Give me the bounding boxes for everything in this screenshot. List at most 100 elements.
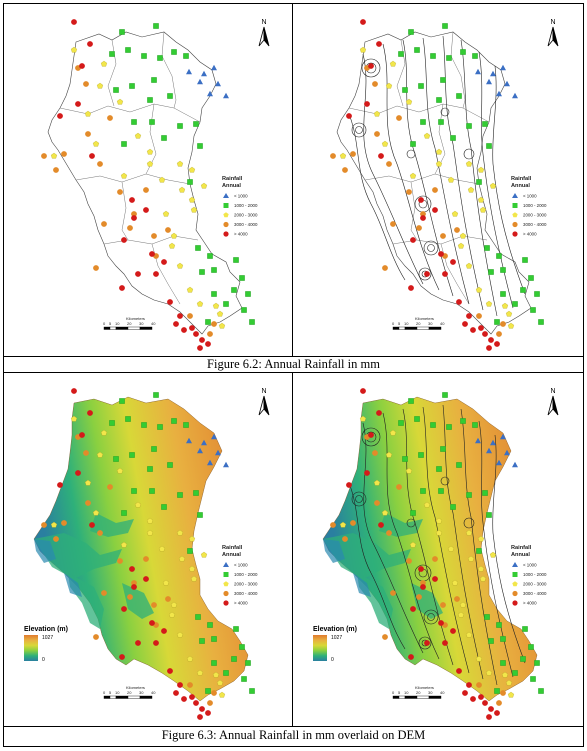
rainfall-station-marker (92, 140, 100, 147)
isohyet-ring (406, 149, 416, 159)
rainfall-station-marker (360, 388, 366, 394)
legend-square-icon (223, 203, 229, 208)
rainfall-station-marker (211, 636, 217, 642)
rainfall-station-marker (410, 510, 416, 516)
rainfall-station-marker (476, 313, 482, 319)
rainfall-station-marker (465, 529, 473, 536)
rainfall-station-marker (200, 182, 208, 189)
rainfall-station-marker (364, 101, 370, 107)
rainfall-station-marker (372, 450, 378, 456)
legend-class-label: > 4000 (523, 601, 537, 606)
rainfall-station-marker (475, 68, 481, 75)
rainfall-station-marker (494, 688, 500, 694)
rainfall-station-marker (188, 166, 196, 173)
rainfall-station-marker (488, 269, 494, 275)
rainfall-station-marker (119, 29, 125, 35)
legend-triangle-icon (512, 193, 518, 198)
rainfall-station-marker (205, 710, 211, 716)
rainfall-station-marker (183, 53, 189, 59)
legend-square-icon (512, 203, 518, 208)
rainfall-station-marker (93, 634, 99, 640)
rainfall-station-marker (233, 257, 239, 263)
rainfall-station-marker (459, 601, 467, 608)
rainfall-station-marker (186, 437, 192, 444)
rainfall-station-marker (211, 690, 217, 696)
rainfall-station-marker (501, 671, 509, 678)
rainfall-station-marker (116, 98, 124, 105)
rainfall-station-marker (141, 422, 147, 428)
rainfall-station-marker (496, 459, 502, 466)
legend-class-label: 2000 - 3000 (234, 582, 258, 587)
rainfall-station-marker (83, 450, 89, 456)
rainfall-station-marker (520, 287, 526, 293)
rainfall-station-marker (177, 682, 183, 688)
legend-title: Rainfall (511, 545, 532, 551)
legend-subtitle: Annual (511, 183, 530, 189)
rainfall-station-marker (478, 325, 484, 331)
rainfall-station-marker (522, 257, 528, 263)
rainfall-station-marker (207, 90, 213, 97)
rainfall-station-marker (477, 166, 485, 173)
rainfall-station-marker (496, 331, 502, 337)
rainfall-station-marker (189, 325, 195, 331)
rainfall-station-marker (482, 700, 488, 706)
rainfall-station-marker (75, 101, 81, 107)
rainfall-station-marker (215, 449, 221, 456)
rainfall-station-marker (456, 93, 462, 99)
rainfall-station-marker (216, 310, 224, 317)
rainfall-station-marker (245, 291, 251, 297)
rainfall-station-marker (211, 64, 217, 71)
rainfall-station-marker (190, 575, 198, 582)
rainfall-station-marker (438, 119, 444, 125)
isohyet-line (460, 408, 498, 686)
rainfall-station-marker (207, 622, 213, 628)
rainfall-station-marker (71, 19, 77, 25)
rainfall-station-marker (478, 694, 484, 700)
legend-class-label: < 1000 (234, 563, 248, 568)
rainfall-station-marker (390, 221, 396, 227)
rainfall-station-marker (505, 679, 513, 686)
rainfall-station-marker (161, 628, 167, 634)
rainfall-station-marker (197, 78, 203, 85)
caption-divider-top (3, 356, 584, 357)
rainfall-station-marker (177, 313, 183, 319)
rainfall-station-marker (121, 237, 127, 243)
rainfall-station-marker (177, 492, 183, 498)
rainfall-station-marker (466, 313, 472, 319)
scale-bar: Kilometers 0 5 10 20 30 40 (392, 685, 445, 699)
rainfall-station-marker (162, 210, 170, 217)
rainfall-station-marker (231, 656, 237, 662)
rainfall-station-marker (350, 151, 356, 157)
rainfall-station-marker (501, 302, 509, 309)
rainfall-station-marker (475, 655, 483, 662)
rainfall-station-marker (87, 410, 93, 416)
rainfall-station-marker (512, 461, 518, 468)
legend-square-icon (223, 572, 229, 577)
rainfall-station-marker (193, 490, 199, 496)
rainfall-station-marker (470, 696, 476, 702)
rainfall-station-marker (512, 670, 518, 676)
rainfall-station-marker (79, 63, 85, 69)
rainfall-station-marker (479, 206, 487, 213)
rainfall-station-marker (151, 602, 157, 608)
rainfall-station-marker (107, 484, 113, 490)
rainfall-station-marker (53, 167, 59, 173)
rainfall-station-marker (61, 520, 67, 526)
rainfall-station-marker (211, 433, 217, 440)
rainfall-station-marker (538, 688, 544, 694)
isohyet-ring (440, 476, 450, 486)
rainfall-station-marker (406, 189, 412, 195)
rainfall-station-marker (442, 392, 448, 398)
rainfall-station-marker (143, 576, 149, 582)
scale-tick-label: 0 (392, 690, 395, 695)
rainfall-station-marker (454, 227, 460, 233)
rainfall-station-marker (129, 566, 135, 572)
rainfall-station-marker (373, 110, 381, 117)
rainfall-station-marker (359, 415, 367, 422)
north-label: N (262, 388, 267, 395)
rainfall-station-marker (414, 416, 420, 422)
rainfall-station-marker (193, 331, 199, 337)
rainfall-station-marker (396, 115, 402, 121)
rainfall-station-marker (482, 121, 488, 127)
legend-class-label: 1000 - 2000 (523, 572, 547, 577)
